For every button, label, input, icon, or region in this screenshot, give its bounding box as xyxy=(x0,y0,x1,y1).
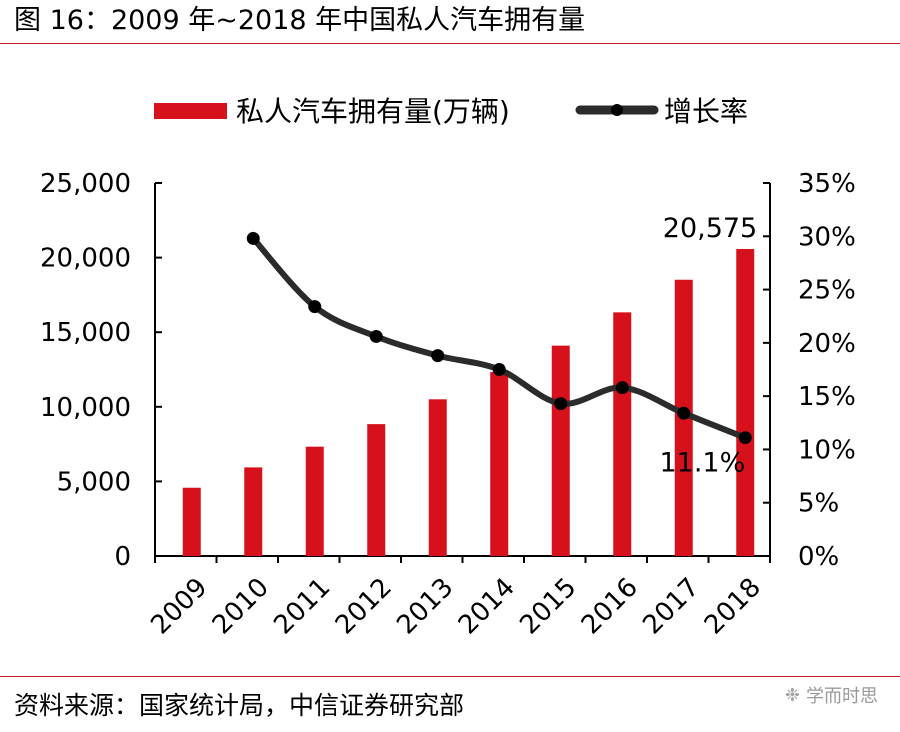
source-note: 资料来源：国家统计局，中信证券研究部 xyxy=(14,691,465,720)
y-right-tick-label: 35% xyxy=(798,169,856,199)
line-point xyxy=(492,363,506,376)
x-tick-label: 2014 xyxy=(453,572,521,640)
line-series xyxy=(246,231,752,445)
x-tick-label: 2013 xyxy=(391,572,459,640)
title-divider xyxy=(0,43,900,44)
wechat-icon: ❉ xyxy=(784,684,800,706)
x-tick-label: 2012 xyxy=(330,572,398,640)
bar xyxy=(244,467,263,556)
line-point xyxy=(738,431,752,445)
y-left-tick-label: 5,000 xyxy=(57,467,131,497)
watermark: ❉ 学而时思 xyxy=(785,682,878,708)
x-tick-label: 2009 xyxy=(145,572,213,640)
y-right-tick-label: 25% xyxy=(798,276,856,306)
y-right-tick-label: 5% xyxy=(798,489,839,519)
x-tick-label: 2017 xyxy=(637,572,705,640)
legend-swatch-bar xyxy=(154,103,227,119)
line-point xyxy=(615,381,629,395)
combo-chart: 私人汽车拥有量(万辆) 增长率 0 5,000 10,000 15,000 20,000… xyxy=(40,95,856,640)
bar xyxy=(613,312,632,556)
bar xyxy=(551,345,570,556)
y-left-tick-label: 10,000 xyxy=(40,393,131,423)
x-tick-label: 2015 xyxy=(514,572,582,640)
line-point xyxy=(369,329,383,343)
bar xyxy=(182,487,201,556)
watermark-text: 学而时思 xyxy=(806,686,878,707)
bar-value-label: 20,575 xyxy=(663,213,757,244)
source-divider xyxy=(0,676,900,677)
legend-label-line: 增长率 xyxy=(664,95,748,128)
y-left-tick-label: 20,000 xyxy=(40,244,131,274)
y-right-tick-label: 0% xyxy=(798,542,839,572)
line-value-label: 11.1% xyxy=(659,448,745,479)
bar xyxy=(490,371,509,556)
chart-legend: 私人汽车拥有量(万辆) 增长率 xyxy=(154,95,748,128)
line-point xyxy=(431,349,445,363)
legend-marker-line xyxy=(611,104,623,116)
bar xyxy=(367,424,386,556)
x-tick-label: 2018 xyxy=(699,572,767,640)
y-right-tick-label: 30% xyxy=(798,222,856,252)
bar xyxy=(736,249,755,556)
y-left-tick-label: 0 xyxy=(114,542,131,572)
legend-label-bar: 私人汽车拥有量(万辆) xyxy=(236,95,510,128)
line-point xyxy=(246,231,260,245)
y-left-tick-label: 15,000 xyxy=(40,318,131,348)
y-right-tick-label: 15% xyxy=(798,382,856,412)
x-tick-label: 2011 xyxy=(268,572,336,640)
line-point xyxy=(554,397,568,411)
figure-title: 图 16：2009 年~2018 年中国私人汽车拥有量 xyxy=(14,5,586,36)
y-right-tick-label: 20% xyxy=(798,329,856,359)
y-left-tick-label: 25,000 xyxy=(40,169,131,199)
x-tick-label: 2010 xyxy=(207,572,275,640)
line-point xyxy=(677,406,691,420)
y-right-tick-label: 10% xyxy=(798,435,856,465)
bar xyxy=(305,446,324,556)
data-labels: 20,575 11.1% xyxy=(659,213,757,479)
x-tick-label: 2016 xyxy=(576,572,644,640)
bar-series xyxy=(182,249,755,556)
bar xyxy=(428,399,447,556)
line-point xyxy=(308,300,322,314)
